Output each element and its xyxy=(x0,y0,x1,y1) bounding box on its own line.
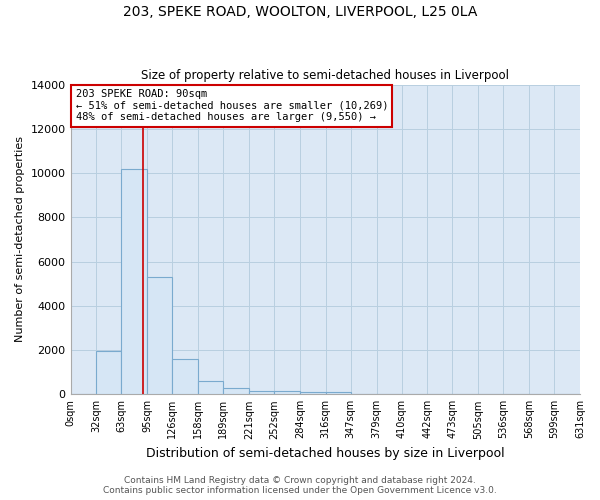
Bar xyxy=(172,359,198,394)
Bar xyxy=(300,392,326,394)
Bar xyxy=(249,391,274,394)
Text: 203 SPEKE ROAD: 90sqm
← 51% of semi-detached houses are smaller (10,269)
48% of : 203 SPEKE ROAD: 90sqm ← 51% of semi-deta… xyxy=(76,89,388,122)
Y-axis label: Number of semi-detached properties: Number of semi-detached properties xyxy=(15,136,25,342)
Bar xyxy=(274,392,300,394)
Bar xyxy=(223,388,249,394)
X-axis label: Distribution of semi-detached houses by size in Liverpool: Distribution of semi-detached houses by … xyxy=(146,447,505,460)
Title: Size of property relative to semi-detached houses in Liverpool: Size of property relative to semi-detach… xyxy=(141,69,509,82)
Text: 203, SPEKE ROAD, WOOLTON, LIVERPOOL, L25 0LA: 203, SPEKE ROAD, WOOLTON, LIVERPOOL, L25… xyxy=(123,5,477,19)
Text: Contains HM Land Registry data © Crown copyright and database right 2024.
Contai: Contains HM Land Registry data © Crown c… xyxy=(103,476,497,495)
Bar xyxy=(121,168,147,394)
Bar xyxy=(326,392,351,394)
Bar xyxy=(198,380,223,394)
Bar xyxy=(97,351,121,395)
Bar xyxy=(147,277,172,394)
